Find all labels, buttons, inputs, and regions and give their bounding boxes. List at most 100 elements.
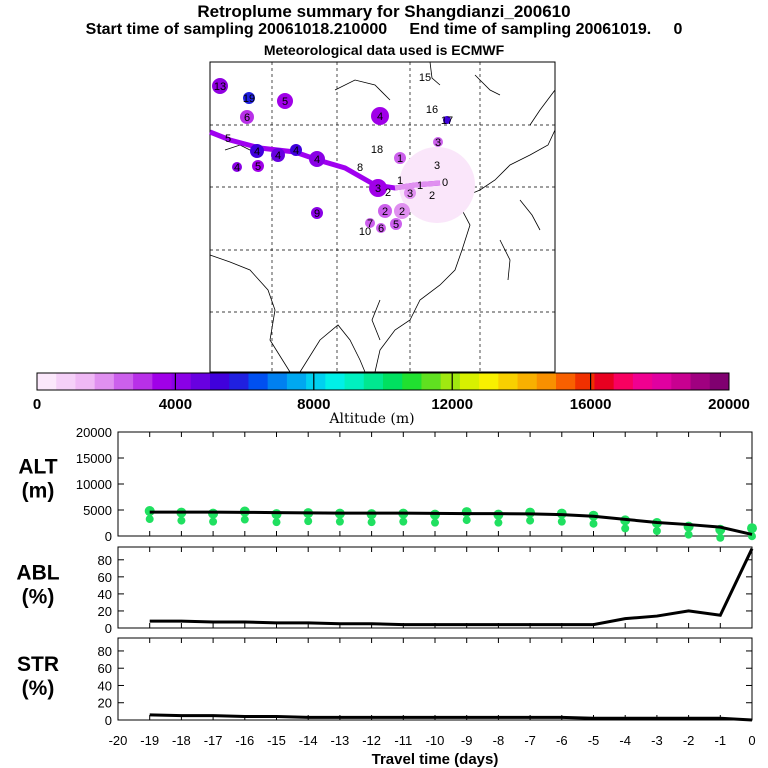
plume-cluster — [290, 144, 302, 156]
alt-cluster-point — [399, 517, 408, 526]
alt-cluster-point — [208, 508, 219, 519]
plume-cluster — [376, 223, 386, 233]
y-tick-label: 0 — [105, 621, 112, 636]
alt-cluster-point — [557, 517, 566, 526]
panel-abl: 80 60 40 20 0 ABL(%) — [16, 546, 754, 636]
alt-cluster-point — [652, 527, 661, 535]
cluster-label: 10 — [359, 226, 371, 238]
coastline — [371, 299, 381, 341]
colorbar-swatch — [440, 373, 461, 390]
cluster-label: 5 — [282, 96, 288, 108]
x-tick-label: -9 — [461, 733, 473, 748]
plume-cluster — [369, 179, 387, 197]
cluster-label: 2 — [429, 190, 435, 202]
alt-cluster-point — [589, 519, 598, 528]
y-tick-label: 40 — [98, 678, 112, 693]
colorbar-swatch — [344, 373, 365, 390]
colorbar-swatch — [286, 373, 307, 390]
x-tick-label: -5 — [588, 733, 600, 748]
cluster-label: 16 — [426, 104, 438, 116]
colorbar-swatch — [556, 373, 576, 390]
panel-title: ABL — [16, 561, 59, 584]
altitude-colorbar: 0 4000 8000 12000 16000 20000 Altitude (m) — [33, 372, 750, 427]
colorbar-swatch — [459, 373, 480, 390]
plume-cluster — [232, 162, 242, 172]
colorbar-swatch — [37, 373, 57, 390]
x-tick-label: -6 — [556, 733, 568, 748]
cluster-label: 4 — [293, 145, 299, 157]
colorbar-swatch — [402, 373, 422, 390]
alt-cluster-point — [240, 515, 249, 524]
cluster-label: 5 — [225, 133, 231, 145]
coastline — [429, 61, 441, 86]
y-tick-label: 0 — [105, 529, 112, 544]
coastline — [299, 324, 366, 373]
cluster-label: 19 — [243, 93, 255, 105]
map-coastlines — [209, 61, 556, 373]
y-tick-label: 15000 — [76, 451, 112, 466]
cluster-label: 15 — [419, 72, 431, 84]
alt-cluster-point — [271, 509, 282, 520]
y-tick-label: 20 — [98, 696, 112, 711]
cluster-label: 6 — [378, 223, 384, 235]
coastline — [499, 239, 511, 281]
cluster-label: 13 — [214, 81, 226, 93]
panel-frame — [117, 637, 753, 721]
cluster-label: 1 — [397, 175, 403, 187]
x-tick-label: -8 — [493, 733, 505, 748]
colorbar-swatch — [517, 373, 538, 390]
colorbar-swatch — [94, 373, 115, 390]
colorbar-swatch — [363, 373, 384, 390]
colorbar-swatch — [594, 373, 615, 390]
y-tick-label: 40 — [98, 587, 112, 602]
panel-unit: (m) — [22, 480, 55, 503]
coastline — [519, 199, 541, 231]
plume-cluster — [378, 204, 392, 218]
y-tick-label: 5000 — [83, 503, 112, 518]
coastline — [209, 254, 291, 373]
cluster-label: 5 — [393, 219, 399, 231]
chart-title: Retroplume summary for Shangdianzi_20061… — [197, 2, 571, 21]
x-tick-label: -15 — [267, 733, 286, 748]
colorbar-swatch — [267, 373, 288, 390]
cluster-label: 7 — [367, 218, 373, 230]
series-line — [149, 548, 754, 627]
plume-cluster — [309, 151, 325, 167]
colorbar-swatch — [536, 373, 557, 390]
colorbar-swatch — [133, 373, 153, 390]
colorbar-swatch — [613, 373, 634, 390]
colorbar-swatch — [421, 373, 442, 390]
cluster-label: 17 — [441, 115, 453, 127]
cluster-label: 3 — [435, 137, 441, 149]
x-tick-label: -11 — [394, 733, 412, 748]
time-series-panels: 20000150001000050000ALT(m)806040200ABL(%… — [16, 425, 757, 768]
colorbar-label: Altitude (m) — [328, 411, 414, 427]
colorbar-swatch — [498, 373, 519, 390]
colorbar-swatch — [690, 373, 711, 390]
x-tick-label: -4 — [619, 733, 631, 748]
plume-cluster — [277, 93, 293, 109]
cluster-label: 3 — [375, 183, 381, 195]
plume-cluster — [311, 207, 323, 219]
cluster-label: 3 — [434, 160, 440, 172]
trajectory-line-low — [394, 180, 441, 191]
y-tick-label: 60 — [98, 661, 112, 676]
cluster-label: 9 — [314, 208, 320, 220]
x-tick-label: -19 — [140, 733, 159, 748]
coastline — [474, 74, 501, 96]
cluster-label: 2 — [385, 187, 391, 199]
colorbar-swatch — [171, 373, 192, 390]
colorbar-tick-label: 12000 — [431, 396, 473, 413]
cluster-label: 1 — [397, 153, 403, 165]
alt-cluster-point — [621, 524, 630, 533]
plume-cluster — [365, 218, 375, 228]
x-axis-label: Travel time (days) — [372, 751, 499, 768]
colorbar-swatch — [210, 373, 230, 390]
plume-cluster — [212, 78, 228, 94]
panel-unit: (%) — [22, 585, 55, 608]
alt-cluster-point — [526, 516, 535, 525]
colorbar-swatch — [248, 373, 269, 390]
